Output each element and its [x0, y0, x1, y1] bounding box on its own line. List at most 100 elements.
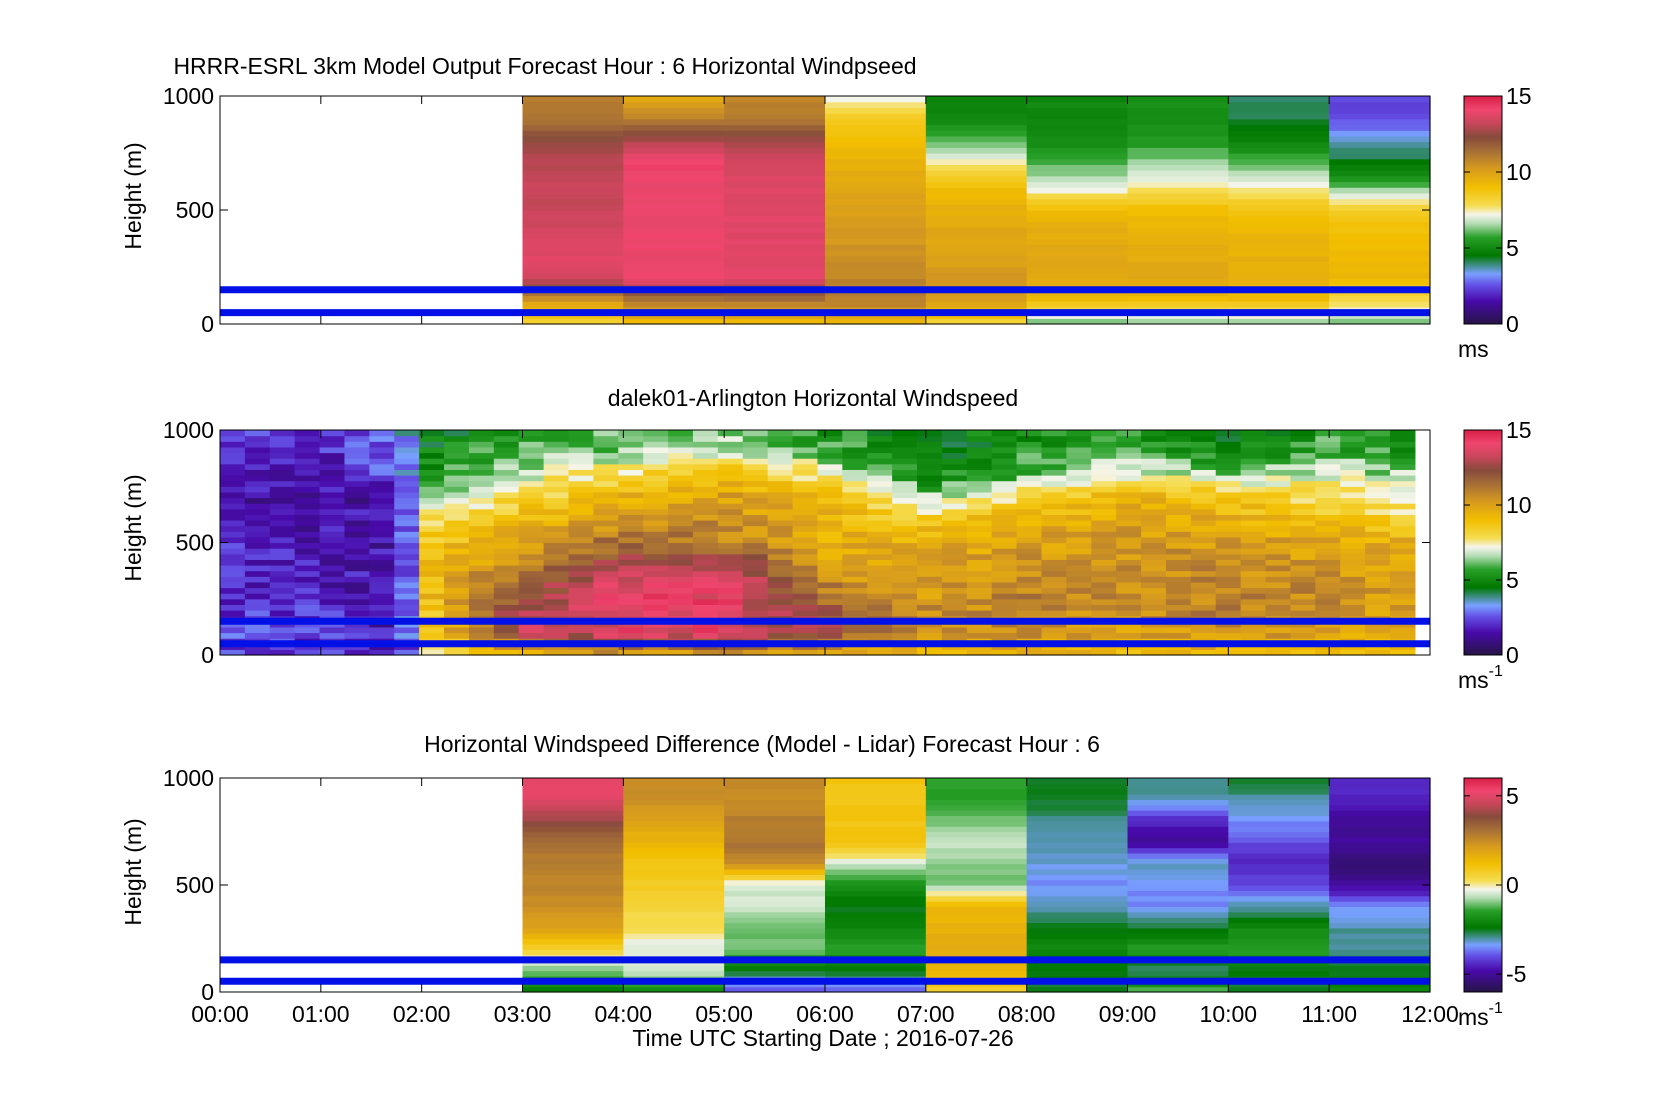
heatmap-cell: [1026, 943, 1129, 950]
heatmap-cell: [1365, 446, 1391, 454]
heatmap-cell: [344, 497, 370, 504]
heatmap-cell: [991, 626, 1018, 634]
heatmap-cell: [842, 508, 868, 515]
heatmap-cell: [244, 435, 271, 442]
heatmap-cell: [817, 570, 843, 577]
heatmap-cell: [917, 604, 943, 611]
heatmap-cell: [717, 598, 744, 605]
heatmap-cell: [925, 170, 1028, 177]
heatmap-cell: [522, 124, 624, 131]
heatmap-cell: [1329, 295, 1431, 302]
heatmap-cell: [1016, 604, 1043, 611]
heatmap-cell: [1228, 153, 1330, 160]
heatmap-cell: [1016, 626, 1043, 634]
heatmap-cell: [1228, 922, 1330, 929]
heatmap-cell: [269, 531, 296, 538]
heatmap-cell: [518, 531, 545, 538]
heatmap-cell: [1265, 469, 1292, 476]
heatmap-cell: [724, 986, 826, 993]
heatmap-cell: [767, 604, 794, 611]
heatmap-cell: [269, 598, 296, 605]
heatmap-cell: [1365, 514, 1391, 521]
heatmap-cell: [220, 486, 246, 493]
heatmap-cell: [1228, 842, 1330, 849]
heatmap-cell: [767, 632, 794, 639]
heatmap-cell: [344, 531, 370, 538]
heatmap-cell: [1141, 525, 1167, 532]
heatmap-cell: [867, 452, 893, 459]
heatmap-cell: [623, 804, 725, 811]
heatmap-cell: [419, 435, 445, 442]
heatmap-cell: [668, 610, 694, 617]
heatmap-cell: [1041, 446, 1067, 454]
heatmap-cell: [522, 815, 624, 822]
heatmap-cell: [444, 598, 470, 605]
heatmap-cell: [717, 565, 744, 572]
heatmap-cell: [344, 548, 370, 555]
heatmap-cell: [1215, 548, 1242, 555]
heatmap-cell: [1165, 576, 1192, 583]
heatmap-cell: [444, 649, 470, 656]
heatmap-cell: [842, 503, 868, 510]
heatmap-cell: [892, 626, 918, 634]
heatmap-cell: [925, 210, 1028, 217]
heatmap-cell: [618, 475, 644, 482]
heatmap-cell: [1240, 435, 1267, 442]
colorbar-unit-label: ms-1: [1458, 1000, 1503, 1030]
heatmap-cell: [925, 783, 1028, 790]
heatmap-cell: [1290, 581, 1316, 589]
heatmap-cell: [522, 295, 624, 302]
heatmap-cell: [1041, 463, 1067, 470]
heatmap-cell: [1141, 531, 1167, 538]
heatmap-cell: [1265, 508, 1292, 515]
heatmap-cell: [369, 632, 395, 639]
heatmap-cell: [917, 520, 943, 527]
heatmap-cell: [717, 475, 744, 482]
heatmap-cell: [1091, 593, 1117, 600]
heatmap-cell: [618, 632, 644, 639]
heatmap-cell: [369, 486, 395, 493]
heatmap-cell: [1026, 890, 1129, 897]
heatmap-cell: [717, 497, 744, 504]
heatmap-cell: [1026, 820, 1129, 827]
heatmap-cell: [892, 581, 918, 589]
heatmap-cell: [1026, 917, 1129, 924]
heatmap-cell: [444, 508, 470, 515]
heatmap-cell: [1240, 463, 1267, 470]
heatmap-cell: [1066, 559, 1092, 566]
heatmap-cell: [724, 906, 826, 913]
heatmap-cell: [724, 826, 826, 833]
heatmap-cell: [1026, 301, 1129, 308]
heatmap-cell: [925, 107, 1028, 114]
heatmap-cell: [941, 441, 968, 448]
heatmap-cell: [1190, 632, 1217, 639]
heatmap-cell: [1228, 836, 1330, 843]
heatmap-cell: [817, 497, 843, 504]
heatmap-cell: [518, 475, 545, 482]
heatmap-cell: [468, 446, 495, 454]
heatmap-cell: [1215, 480, 1242, 487]
heatmap-cell: [1141, 452, 1167, 459]
heatmap-cell: [568, 514, 594, 521]
heatmap-cell: [618, 486, 644, 493]
heatmap-cell: [941, 430, 968, 437]
heatmap-cell: [543, 441, 570, 448]
heatmap-cell: [1041, 452, 1067, 459]
heatmap-cell: [966, 598, 993, 605]
heatmap-cell: [543, 435, 570, 442]
heatmap-cell: [1141, 626, 1167, 634]
heatmap-cell: [1215, 531, 1242, 538]
heatmap-cell: [825, 141, 927, 148]
heatmap-cell: [518, 480, 545, 487]
heatmap-cell: [724, 917, 826, 924]
heatmap-cell: [1190, 587, 1217, 594]
heatmap-cell: [1190, 430, 1217, 437]
heatmap-cell: [1190, 525, 1217, 532]
heatmap-cell: [1389, 542, 1416, 549]
heatmap-cell: [842, 497, 868, 504]
heatmap-cell: [269, 520, 296, 527]
heatmap-cell: [623, 301, 725, 308]
heatmap-cell: [344, 430, 370, 437]
heatmap-cell: [493, 491, 520, 499]
heatmap-cell: [925, 192, 1028, 200]
